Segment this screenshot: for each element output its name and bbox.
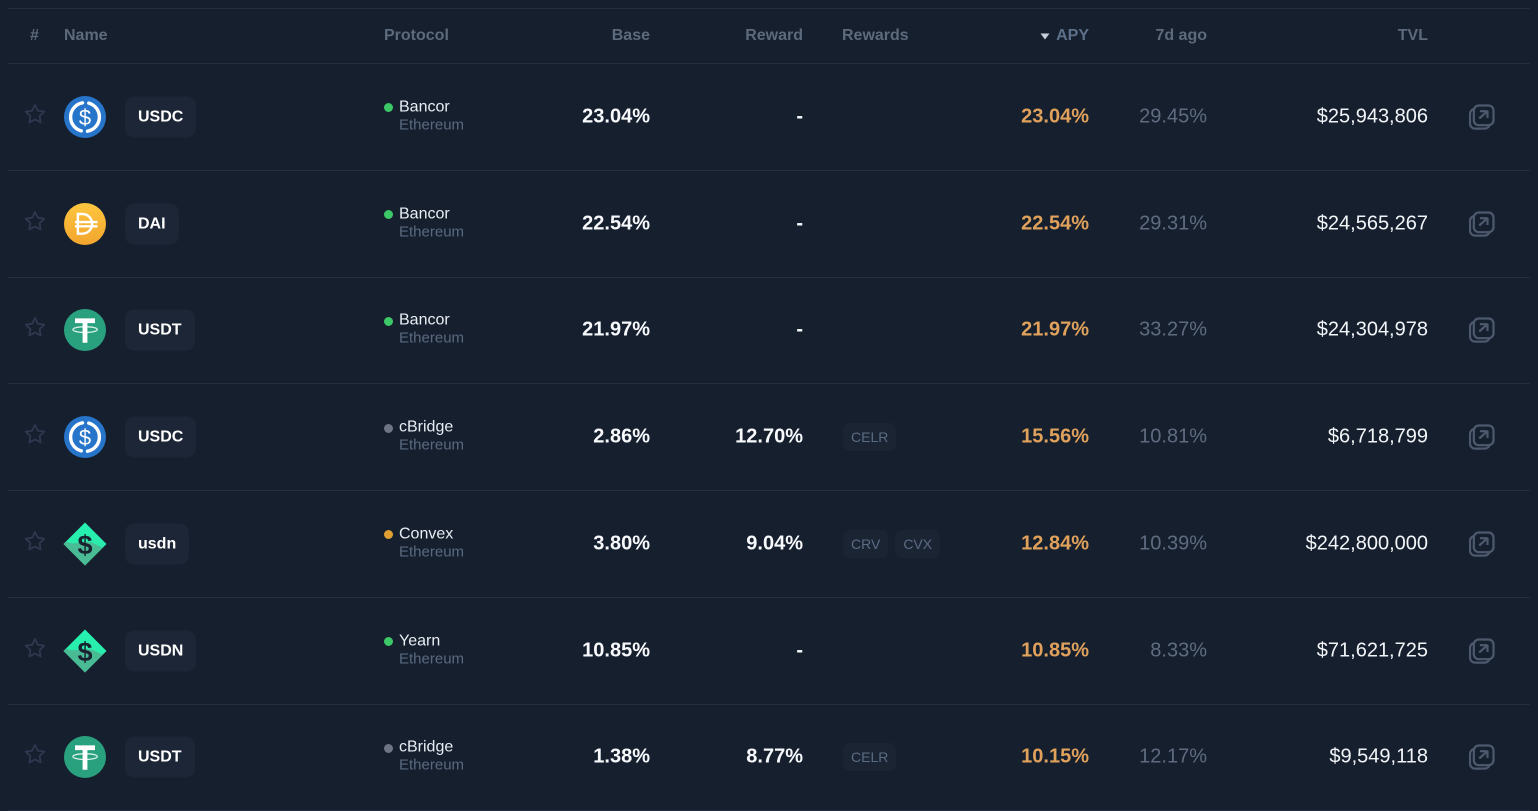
svg-text:$: $ — [79, 425, 91, 450]
svg-text:$: $ — [77, 636, 92, 666]
svg-text:$: $ — [77, 530, 92, 560]
svg-text:$: $ — [79, 105, 91, 130]
